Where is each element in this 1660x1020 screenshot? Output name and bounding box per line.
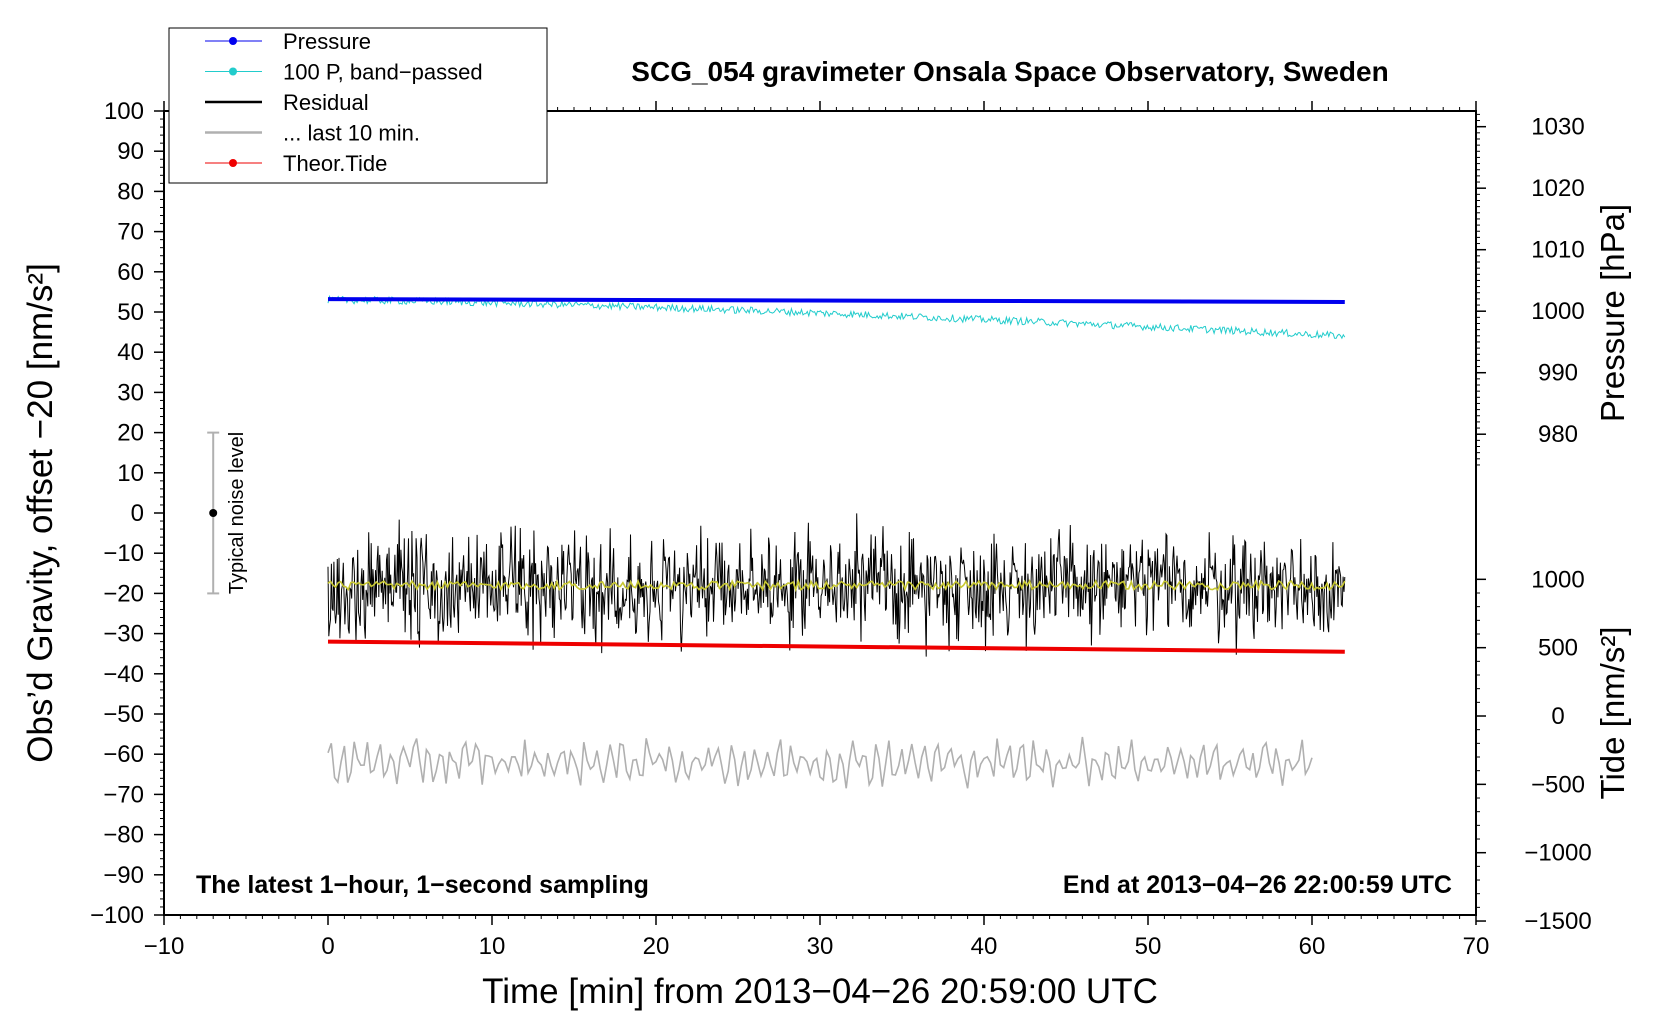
x-tick-label: 30 xyxy=(807,933,834,960)
x-axis-label: Time [min] from 2013−04−26 20:59:00 UTC xyxy=(482,972,1158,1011)
last-10-min-line xyxy=(327,736,1313,789)
pressure-tick-label: 1030 xyxy=(1531,114,1584,141)
y-tick-label: 40 xyxy=(117,339,144,366)
y-tick-label: −90 xyxy=(103,862,144,889)
tide-tick-label: 0 xyxy=(1551,703,1564,730)
y-tick-label: 10 xyxy=(117,460,144,487)
pressure-tick-label: 1020 xyxy=(1531,175,1584,202)
legend-entry: Pressure xyxy=(205,29,371,54)
y-tick-label: −40 xyxy=(103,661,144,688)
y-tick-label: −80 xyxy=(103,822,144,849)
y-tick-label: 90 xyxy=(117,138,144,165)
y-tick-label: −60 xyxy=(103,741,144,768)
tide-tick-label: 1000 xyxy=(1531,566,1584,593)
y-tick-label: −50 xyxy=(103,701,144,728)
legend-label: Residual xyxy=(283,90,369,115)
tide-tick-label: 500 xyxy=(1538,635,1578,662)
tide-axis-label: Tide [nm/s²] xyxy=(1594,627,1631,800)
legend-label: Pressure xyxy=(283,29,371,54)
noise-bar-center-dot xyxy=(209,509,218,517)
legend-entry: Theor.Tide xyxy=(205,151,387,176)
tide-tick-label: −500 xyxy=(1531,771,1585,798)
tide-axis-ticks: 1000 500 0 −500 −1000 −1500 xyxy=(1476,566,1592,935)
y-tick-label: 20 xyxy=(117,420,144,447)
tide-tick-label: −1500 xyxy=(1524,908,1591,935)
noise-level-indicator: Typical noise level xyxy=(207,431,248,595)
legend-label: 100 P, band−passed xyxy=(283,60,483,85)
legend: Pressure 100 P, band−passed Residual ... la… xyxy=(168,27,548,184)
y-axis-ticks: 1009080706050403020100−10−20−30−40−50−60… xyxy=(90,98,164,929)
pressure-line xyxy=(327,297,1345,304)
y-tick-label: −10 xyxy=(103,540,144,567)
legend-swatch-dot xyxy=(229,67,237,76)
footer-right-label: End at 2013−04−26 22:00:59 UTC xyxy=(1063,871,1452,899)
y-tick-label: 30 xyxy=(117,379,144,406)
smoothed-residual-line xyxy=(327,578,1346,593)
tide-tick-label: −1000 xyxy=(1524,840,1591,867)
x-tick-label: 0 xyxy=(321,933,334,960)
y-tick-label: 100 xyxy=(104,98,144,125)
band-passed-pressure-line xyxy=(327,294,1346,340)
y-tick-label: 60 xyxy=(117,259,144,286)
y-tick-label: −70 xyxy=(103,781,144,808)
legend-label: ... last 10 min. xyxy=(283,121,420,146)
footer-left-label: The latest 1−hour, 1−second sampling xyxy=(196,871,649,899)
x-tick-label: 40 xyxy=(971,933,998,960)
pressure-tick-label: 980 xyxy=(1538,421,1578,448)
y-tick-label: 70 xyxy=(117,219,144,246)
legend-swatch-dot xyxy=(229,159,237,167)
x-tick-label: 10 xyxy=(479,933,506,960)
pressure-tick-label: 1010 xyxy=(1531,237,1584,264)
x-tick-label: 70 xyxy=(1463,933,1490,960)
pressure-tick-label: 1000 xyxy=(1531,298,1584,325)
y-tick-label: −20 xyxy=(103,580,144,607)
legend-box xyxy=(168,27,548,184)
legend-entry: 100 P, band−passed xyxy=(205,60,483,85)
x-tick-label: 50 xyxy=(1135,933,1162,960)
x-tick-label: 60 xyxy=(1299,933,1326,960)
x-axis-ticks: −10 0 10 20 30 40 50 60 70 xyxy=(144,101,1490,960)
x-tick-label: −10 xyxy=(144,933,185,960)
legend-swatch-dot xyxy=(229,37,237,45)
y-tick-label: 80 xyxy=(117,178,144,205)
y-axis-label: Obs’d Gravity, offset −20 [nm/s²] xyxy=(21,263,60,763)
legend-entry: ... last 10 min. xyxy=(205,121,420,146)
series-layer xyxy=(327,294,1346,789)
theoretical-tide-line xyxy=(327,639,1345,654)
pressure-axis-ticks: 1030 1020 1010 1000 990 980 xyxy=(1476,114,1585,466)
pressure-axis-label: Pressure [hPa] xyxy=(1594,204,1631,422)
pressure-tick-label: 990 xyxy=(1538,360,1578,387)
legend-entry: Residual xyxy=(205,90,369,115)
legend-label: Theor.Tide xyxy=(283,151,387,176)
y-tick-label: 0 xyxy=(131,500,144,527)
chart-title: SCG_054 gravimeter Onsala Space Observat… xyxy=(631,56,1388,87)
noise-level-label: Typical noise level xyxy=(226,432,248,594)
y-tick-label: 50 xyxy=(117,299,144,326)
x-tick-label: 20 xyxy=(643,933,670,960)
y-tick-label: −100 xyxy=(90,902,144,929)
residual-line xyxy=(327,513,1346,657)
y-tick-label: −30 xyxy=(103,621,144,648)
